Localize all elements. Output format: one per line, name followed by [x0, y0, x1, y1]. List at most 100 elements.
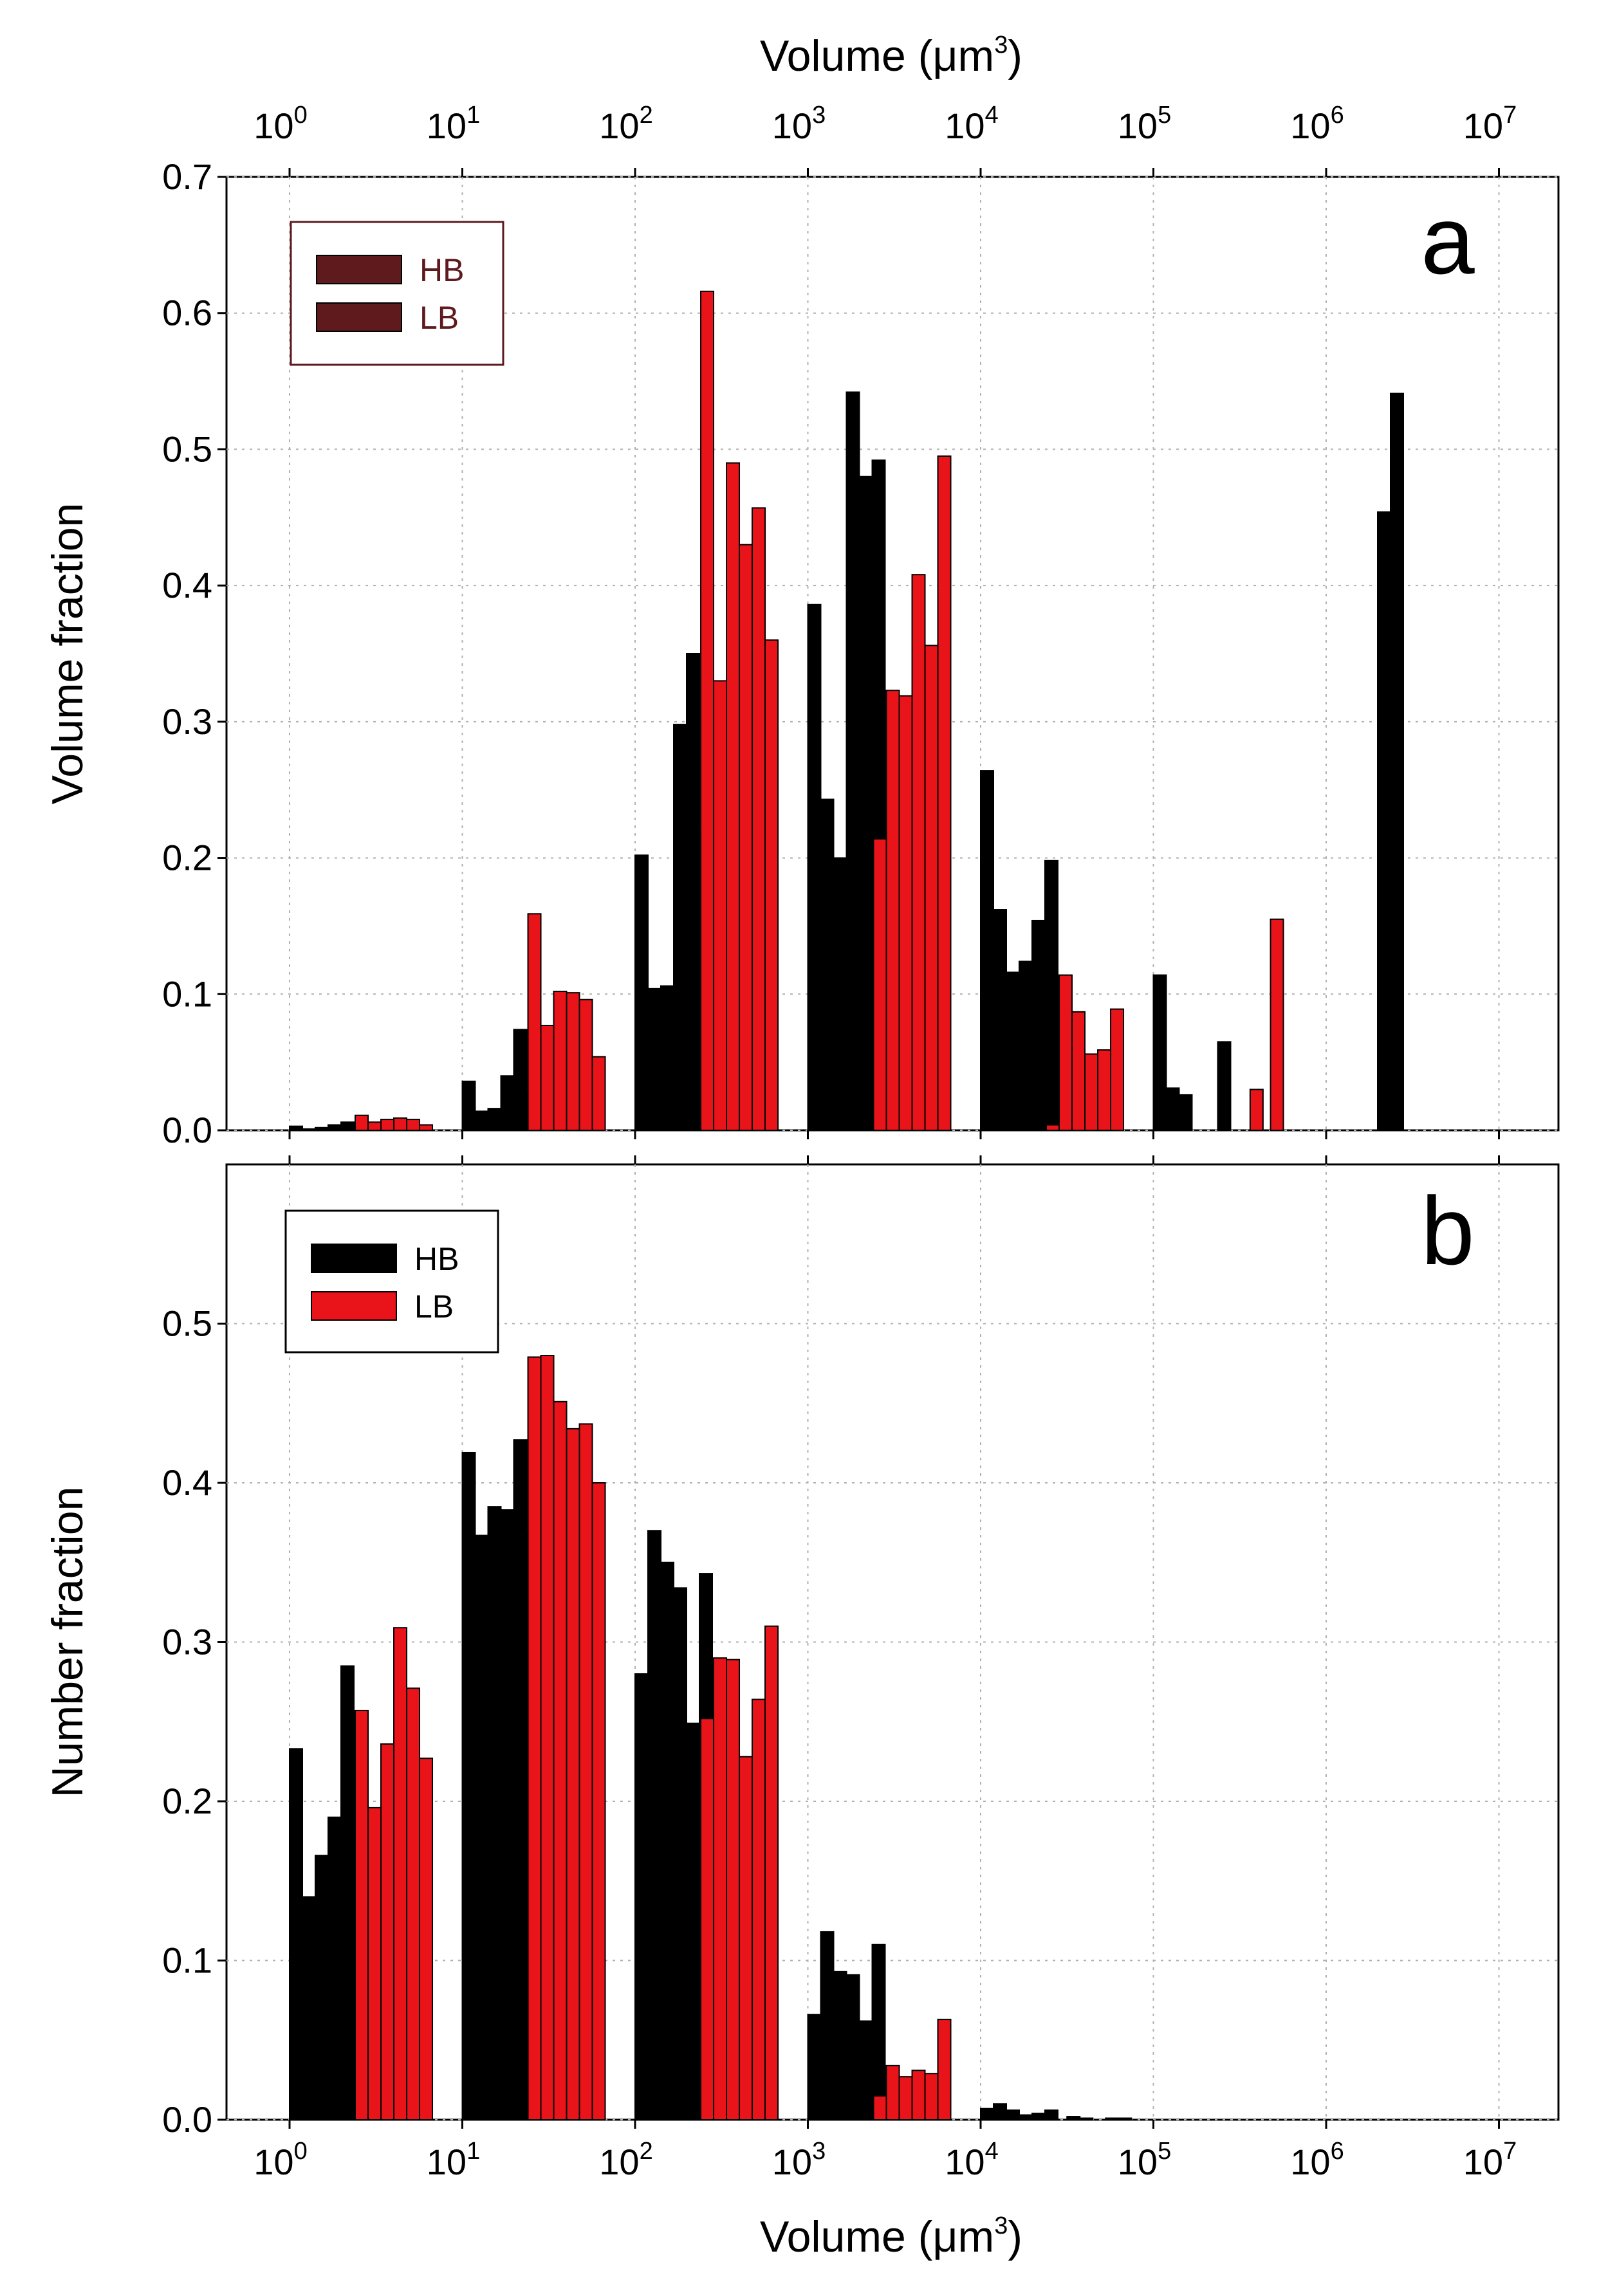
- x-tick-base: 10: [1463, 106, 1503, 146]
- bar-hb-a: [340, 1121, 355, 1131]
- bar-hb-a: [1377, 511, 1391, 1131]
- bar-lb-a: [1046, 1124, 1060, 1131]
- legend-swatch-hb: [311, 1244, 397, 1273]
- bar-lb-a: [937, 455, 952, 1131]
- bar-hb-a: [315, 1126, 329, 1132]
- bar-lb-b: [355, 1709, 369, 2121]
- bar-lb-b: [739, 1756, 753, 2120]
- legend-swatch-lb: [311, 1291, 397, 1321]
- bar-lb-b: [764, 1625, 779, 2120]
- bar-hb-a: [474, 1110, 489, 1131]
- bar-lb-a: [406, 1119, 421, 1132]
- bar-lb-a: [713, 680, 728, 1132]
- bar-hb-a: [487, 1108, 502, 1132]
- y-tick-label: 0.3: [162, 1622, 212, 1662]
- bar-lb-b: [367, 1806, 382, 2120]
- bar-lb-a: [419, 1124, 434, 1131]
- bar-lb-a: [739, 544, 753, 1131]
- bar-hb-b: [858, 2020, 873, 2121]
- bar-lb-b: [419, 1758, 434, 2121]
- bar-hb-a: [993, 909, 1007, 1131]
- y-tick-label: 0.1: [162, 973, 212, 1014]
- bar-hb-b: [1105, 2117, 1120, 2120]
- bar-hb-a: [820, 798, 835, 1131]
- bar-lb-a: [700, 290, 715, 1132]
- bar-hb-b: [1031, 2113, 1046, 2121]
- bar-lb-b: [578, 1423, 593, 2120]
- bar-lb-a: [726, 462, 741, 1131]
- x-tick-label: 100: [254, 102, 307, 146]
- bar-hb-b: [513, 1439, 528, 2120]
- bar-lb-b: [937, 2019, 952, 2120]
- legend-box: [284, 1209, 499, 1354]
- x-tick-base: 10: [599, 106, 639, 146]
- x-tick-label: 101: [427, 2138, 480, 2182]
- bar-hb-b: [980, 2108, 994, 2121]
- bar-hb-b: [302, 1896, 316, 2120]
- x-tick-exponent: 1: [467, 2138, 480, 2165]
- bar-lb-a: [380, 1119, 395, 1132]
- x-tick-label: 107: [1463, 102, 1517, 146]
- bar-lb-b: [924, 2073, 939, 2121]
- y-tick-label: 0.7: [162, 156, 212, 197]
- x-tick-exponent: 6: [1331, 102, 1344, 129]
- x-tick-label: 101: [427, 102, 480, 146]
- x-tick-label: 102: [599, 102, 652, 146]
- legend-box: [290, 221, 504, 366]
- x-axis-title-part: 3: [994, 2212, 1008, 2239]
- bar-hb-b: [673, 1587, 687, 2121]
- legend-label-hb: HB: [420, 252, 464, 288]
- bar-lb-a: [553, 991, 568, 1131]
- x-tick-exponent: 0: [294, 2138, 308, 2165]
- y-tick-label: 0.4: [162, 565, 212, 605]
- bar-hb-b: [634, 1673, 649, 2120]
- x-tick-exponent: 4: [985, 102, 999, 129]
- bar-lb-b: [527, 1356, 542, 2121]
- x-tick-label: 106: [1290, 102, 1344, 146]
- bar-hb-a: [686, 653, 700, 1131]
- bar-hb-a: [634, 854, 649, 1132]
- bar-hb-a: [289, 1125, 303, 1131]
- bar-hb-a: [461, 1080, 476, 1131]
- bar-lb-a: [1084, 1053, 1099, 1131]
- bar-lb-a: [591, 1056, 606, 1132]
- bar-hb-a: [1217, 1041, 1232, 1132]
- bar-lb-b: [553, 1401, 568, 2120]
- x-tick-label: 106: [1290, 2138, 1344, 2182]
- bar-lb-a: [540, 1024, 555, 1131]
- x-tick-base: 10: [1290, 106, 1330, 146]
- x-tick-base: 10: [1290, 2142, 1330, 2182]
- y-tick-label: 0.6: [162, 293, 212, 333]
- bar-hb-b: [328, 1816, 342, 2120]
- bar-hb-b: [500, 1509, 515, 2120]
- bar-hb-b: [807, 2014, 822, 2120]
- bar-hb-b: [474, 1534, 489, 2121]
- y-tick-label: 0.0: [162, 2099, 212, 2140]
- bar-lb-b: [885, 2064, 900, 2121]
- bar-hb-b: [1079, 2117, 1094, 2120]
- x-axis-title-part: μm: [932, 2212, 994, 2261]
- x-tick-label: 103: [772, 2138, 826, 2182]
- x-tick-base: 10: [945, 106, 984, 146]
- x-tick-base: 10: [254, 106, 293, 146]
- x-axis-title-part: ): [1008, 2212, 1022, 2261]
- bar-hb-a: [500, 1075, 515, 1132]
- bar-lb-b: [873, 2095, 887, 2120]
- x-tick-label: 107: [1463, 2138, 1517, 2182]
- x-tick-label: 102: [599, 2138, 652, 2182]
- bar-hb-a: [647, 987, 661, 1131]
- x-tick-label: 103: [772, 102, 826, 146]
- bar-hb-b: [647, 1530, 661, 2120]
- x-tick-exponent: 7: [1503, 102, 1517, 129]
- x-tick-label: 105: [1118, 102, 1171, 146]
- bar-lb-a: [1110, 1008, 1125, 1132]
- x-axis-title-part: ): [1008, 32, 1022, 80]
- bar-hb-a: [1152, 974, 1167, 1132]
- bar-hb-b: [686, 1722, 700, 2121]
- bar-hb-a: [845, 391, 860, 1131]
- legend-label-lb: LB: [414, 1289, 454, 1325]
- bar-hb-b: [820, 1931, 835, 2120]
- bar-hb-b: [1044, 2109, 1058, 2120]
